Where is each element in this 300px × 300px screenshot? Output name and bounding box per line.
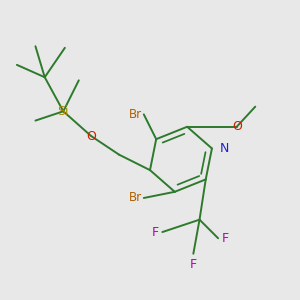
Text: Si: Si bbox=[58, 105, 69, 118]
Text: O: O bbox=[232, 120, 242, 133]
Text: Br: Br bbox=[129, 191, 142, 205]
Text: F: F bbox=[222, 232, 229, 245]
Text: O: O bbox=[86, 130, 96, 142]
Text: F: F bbox=[152, 226, 159, 238]
Text: Br: Br bbox=[129, 108, 142, 121]
Text: N: N bbox=[220, 142, 229, 155]
Text: F: F bbox=[190, 258, 197, 272]
